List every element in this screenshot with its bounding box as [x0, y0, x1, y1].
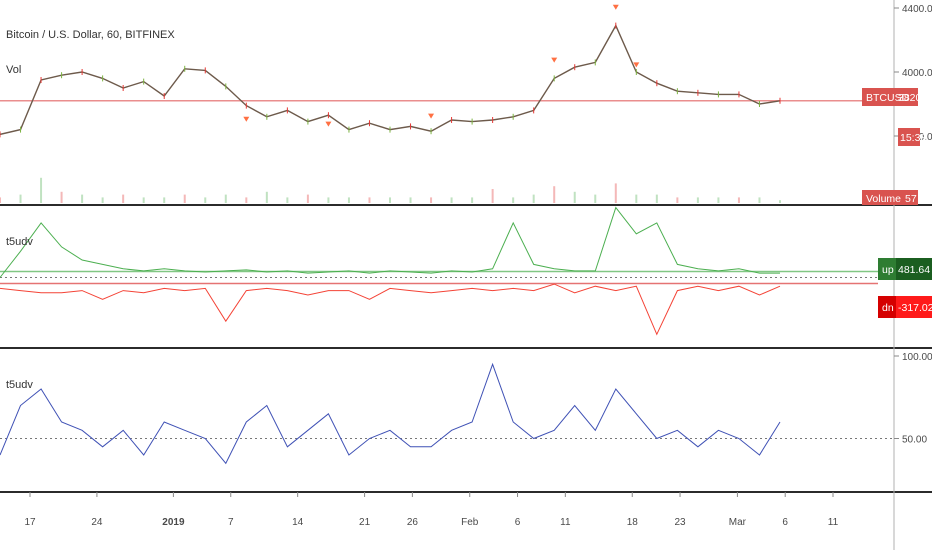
volume-bar — [655, 194, 658, 203]
up-tag-name: up — [882, 264, 894, 276]
time-axis-label: 18 — [627, 517, 639, 528]
volume-bar — [409, 197, 412, 203]
time-axis-label: 7 — [228, 517, 234, 528]
volume-bar — [286, 197, 289, 203]
signal-marker — [612, 4, 619, 10]
volume-bar — [737, 197, 740, 203]
oscillator-pane[interactable] — [0, 362, 894, 465]
time-axis-label: 24 — [91, 517, 103, 528]
volume-bar — [614, 183, 617, 203]
volume-bar — [594, 194, 597, 203]
volume-bar — [306, 194, 309, 203]
series-line-up — [0, 206, 780, 278]
volume-bar — [224, 194, 227, 203]
price-pane[interactable] — [0, 4, 862, 203]
time-axis-label: 21 — [359, 517, 371, 528]
volume-bar — [19, 194, 22, 203]
volume-bar — [122, 194, 125, 203]
price-axis-label: 4400.0 — [902, 4, 932, 15]
time-axis-label: 23 — [674, 517, 686, 528]
countdown-text: 15:38 — [900, 132, 926, 144]
volume-bar — [532, 194, 535, 203]
up-tag-value: 481.64 — [898, 264, 930, 276]
volume-bar — [389, 197, 391, 203]
price-tag-value: 3820.1 — [898, 92, 930, 104]
time-axis-label: 6 — [515, 517, 521, 528]
volume-bar — [573, 191, 576, 203]
volume-bar — [0, 197, 1, 203]
dn-tag-value: -317.02 — [898, 302, 932, 314]
price-tag: BTCUSD 3820.1 — [862, 88, 930, 106]
volume-bar — [430, 197, 433, 203]
signal-marker — [325, 121, 332, 127]
countdown-tag: 15:38 — [898, 128, 926, 146]
signal-marker — [243, 116, 250, 122]
volume-bar — [142, 197, 145, 203]
volume-bar — [368, 197, 371, 203]
volume-bar — [717, 197, 720, 203]
series-line-dn — [0, 283, 781, 336]
volume-bar — [635, 194, 638, 203]
osc-axis-label: 100.00 — [902, 352, 932, 363]
volume-tag-label: Volume — [866, 193, 901, 205]
time-axis-label: 11 — [828, 517, 839, 528]
volume-bar — [81, 194, 84, 203]
t5udv-pane[interactable] — [0, 206, 878, 336]
oscillator-line — [0, 362, 781, 465]
volume-bar — [265, 191, 268, 203]
volume-bar — [450, 197, 453, 203]
volume-bar — [347, 197, 350, 203]
volume-bar — [512, 197, 515, 203]
volume-bar — [553, 186, 556, 203]
t5udv-title[interactable]: t5udv — [6, 236, 33, 248]
volume-bar — [779, 200, 781, 203]
time-axis-label: Mar — [729, 517, 747, 528]
symbol-title[interactable]: Bitcoin / U.S. Dollar, 60, BITFINEX — [6, 29, 175, 41]
up-tag: up 481.64 — [878, 258, 932, 280]
time-axis-label: 17 — [24, 517, 36, 528]
price-tag-symbol: BTCUSD — [866, 92, 910, 104]
volume-bar — [60, 191, 63, 203]
volume-bar — [204, 197, 207, 203]
time-axis-label: 6 — [782, 517, 788, 528]
signal-marker — [428, 113, 435, 119]
volume-tag: Volume 57 — [862, 190, 918, 205]
volume-bar — [40, 177, 43, 203]
signal-marker — [551, 57, 558, 63]
price-series-line — [0, 24, 781, 136]
dn-tag: dn -317.02 — [878, 296, 932, 318]
time-axis[interactable]: 17 24 2019 7 14 21 26 Feb 6 11 18 23 Mar 6 11 — [24, 492, 839, 528]
signal-marker — [633, 62, 640, 68]
volume-bar — [163, 197, 166, 203]
volume-label[interactable]: Vol — [6, 64, 21, 76]
volume-bar — [758, 197, 761, 203]
volume-bar — [101, 197, 104, 203]
volume-bar — [327, 197, 330, 203]
oscillator-title[interactable]: t5udv — [6, 379, 33, 391]
time-axis-label: 2019 — [162, 517, 185, 528]
osc-axis-label: 50.00 — [902, 435, 927, 446]
volume-bar — [471, 197, 474, 203]
volume-bar — [183, 194, 186, 203]
volume-tag-value: 57 — [905, 193, 917, 205]
time-axis-label: 14 — [292, 517, 304, 528]
time-axis-label: Feb — [461, 517, 479, 528]
dn-tag-name: dn — [882, 302, 894, 314]
volume-bar — [245, 197, 248, 203]
volume-bar — [696, 197, 699, 203]
time-axis-label: 26 — [407, 517, 419, 528]
volume-bar — [491, 189, 494, 203]
volume-bar — [676, 197, 679, 203]
price-axis-label: 4000.0 — [902, 68, 932, 79]
time-axis-label: 11 — [560, 517, 571, 528]
